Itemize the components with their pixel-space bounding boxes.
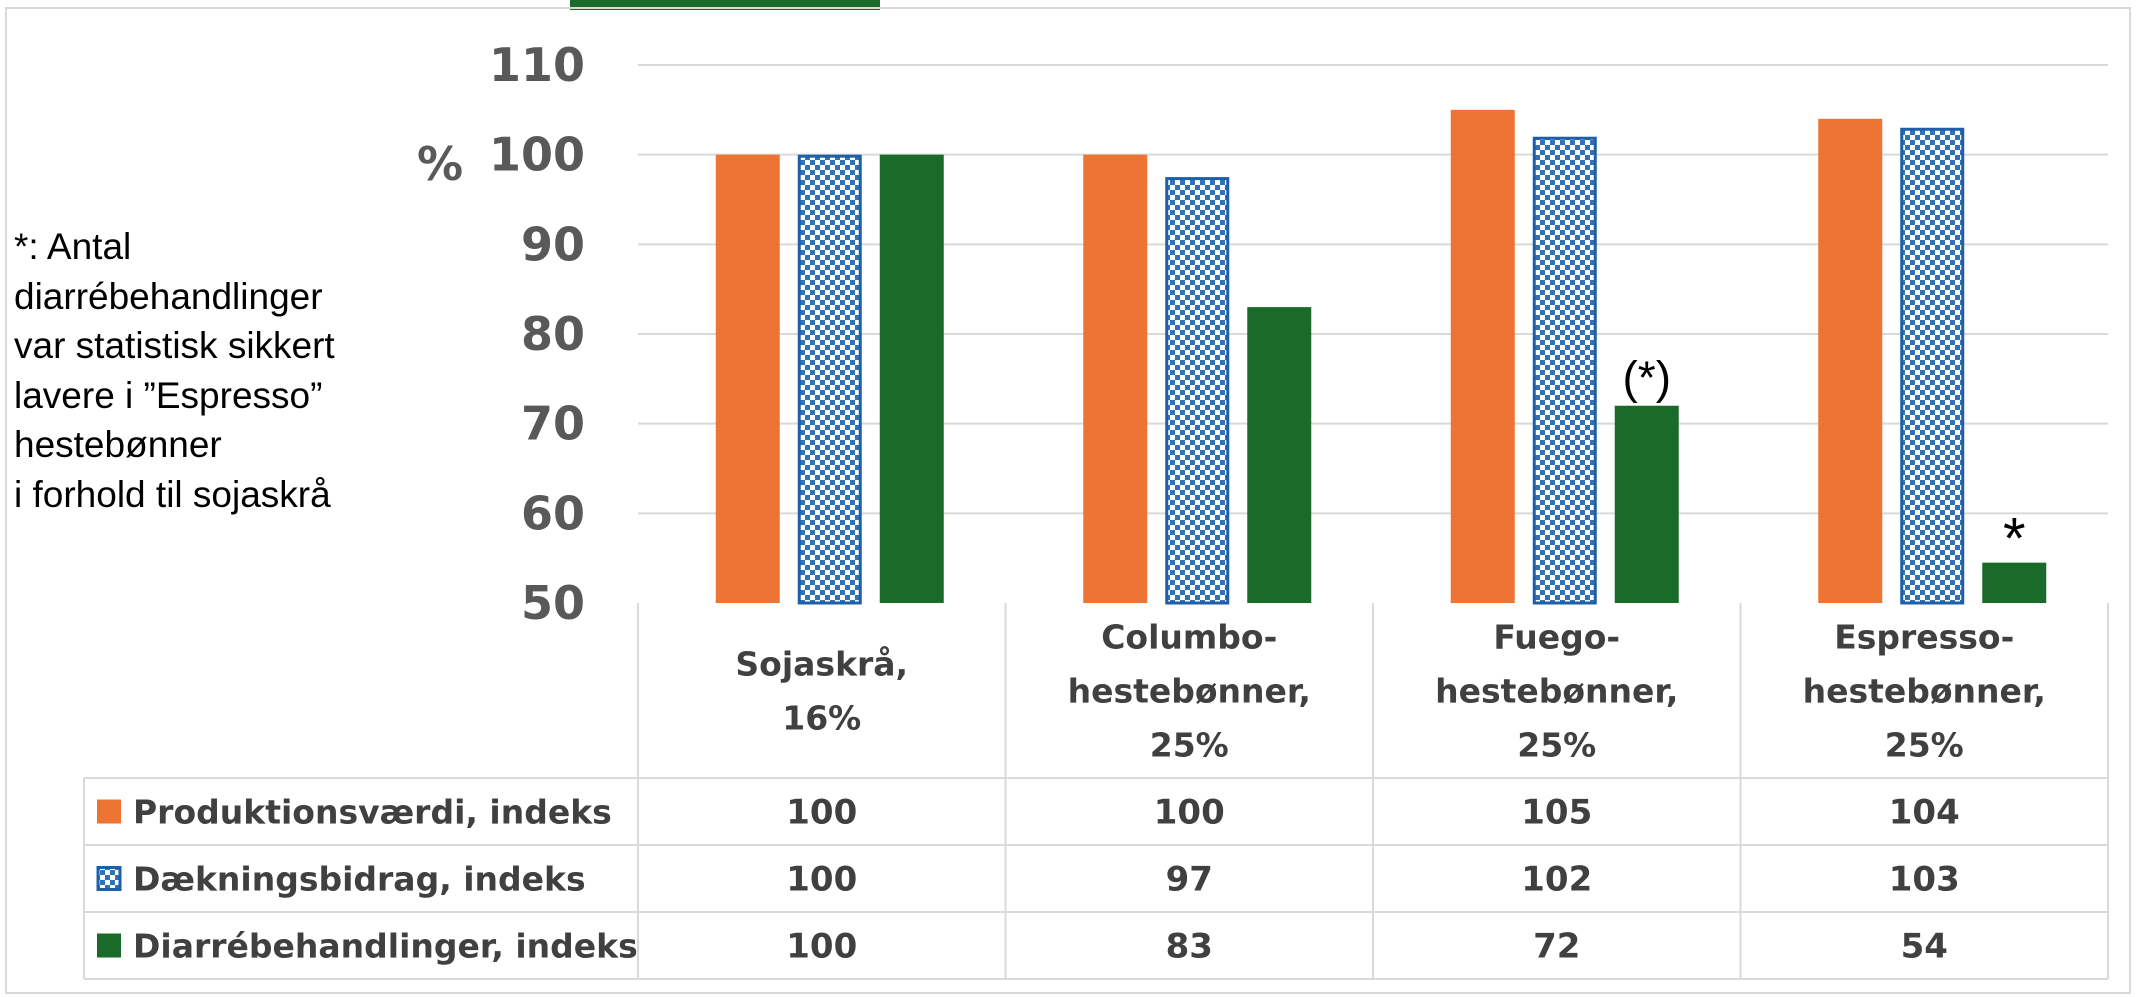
significance-note: *: Antal diarrébehandlinger var statisti… [14, 226, 335, 515]
table-value: 100 [1154, 793, 1225, 833]
legend-key-daekning [96, 866, 122, 891]
table-value: 83 [1166, 927, 1213, 967]
bar-produktion [1450, 109, 1515, 603]
y-tick-label: 100 [489, 128, 585, 182]
category-label: Columbo-hestebønner, 25% [1068, 618, 1311, 765]
table-value: 104 [1889, 793, 1960, 833]
series-label: Diarrébehandlinger, indeks [133, 927, 638, 966]
bar-produktion [715, 154, 780, 603]
frame-border [5, 7, 2131, 994]
table-value: 100 [786, 927, 857, 967]
bar-diarre [1614, 405, 1679, 603]
y-tick-label: 80 [521, 307, 585, 361]
title-fragment [570, 0, 880, 10]
bar-diarre [1982, 562, 2047, 603]
bar-daekning [1165, 177, 1230, 605]
table-value: 100 [786, 860, 857, 900]
table-value: 105 [1521, 793, 1592, 833]
table-value: 103 [1889, 860, 1960, 900]
y-tick-label: 70 [521, 397, 585, 451]
significance-marker: * [2003, 507, 2026, 572]
table-value: 100 [786, 793, 857, 833]
y-tick-label: 110 [489, 38, 585, 92]
legend-key-produktion [97, 799, 121, 824]
legend-key-diarre [97, 933, 121, 958]
table-value: 54 [1901, 927, 1948, 967]
bar-daekning [1900, 127, 1965, 605]
y-tick-label: 60 [521, 486, 585, 540]
bar-produktion [1818, 118, 1883, 604]
series-label: Produktionsværdi, indeks [133, 793, 612, 832]
table-value: 97 [1166, 860, 1213, 900]
bar-diarre [1247, 307, 1312, 603]
category-label: Espresso-hestebønner, 25% [1803, 618, 2046, 765]
y-tick-label: 50 [521, 576, 585, 630]
bar-daekning [1532, 136, 1597, 605]
bar-produktion [1083, 154, 1148, 603]
significance-marker: (*) [1622, 352, 1671, 404]
category-label: Sojaskrå, 16% [735, 645, 908, 738]
table-value: 102 [1521, 860, 1592, 900]
table-value: 72 [1533, 927, 1580, 967]
bar-daekning [797, 154, 862, 605]
y-tick-label: 90 [521, 217, 585, 271]
category-label: Fuego-hestebønner, 25% [1435, 618, 1678, 765]
bar-diarre [879, 154, 944, 603]
y-axis-label: % [417, 137, 463, 191]
series-label: Dækningsbidrag, indeks [133, 860, 586, 899]
